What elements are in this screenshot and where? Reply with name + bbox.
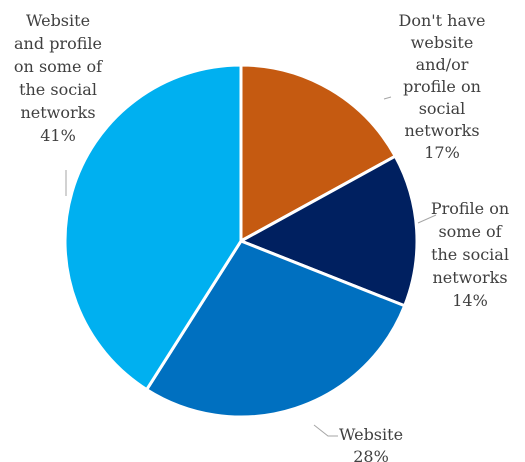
slice-label-line: networks: [432, 268, 507, 287]
slice-label-2: Profile on some of the social networks 14%: [431, 199, 509, 310]
slice-label-line: Profile on: [431, 199, 509, 218]
pie-slice-2: [239, 154, 419, 308]
slice-label-line: and profile: [14, 34, 102, 53]
slice-label-line: 17%: [424, 143, 460, 162]
leader-line-3: [313, 424, 338, 437]
leader-line-2: [417, 214, 437, 224]
slice-label-line: profile on: [403, 77, 481, 96]
slice-label-1: Don't have website and/or profile on social n…: [398, 11, 485, 162]
slice-label-line: some of: [438, 222, 502, 241]
slice-label-line: networks: [404, 121, 479, 140]
slice-label-line: the social: [19, 80, 97, 99]
slice-label-line: networks: [20, 103, 95, 122]
slice-label-line: 14%: [452, 291, 488, 310]
slice-label-line: and/or: [416, 55, 469, 74]
pie-slice-3: [145, 239, 407, 419]
slice-label-line: the social: [431, 245, 509, 264]
pie-slice-4: [63, 63, 243, 392]
slice-label-line: Website: [26, 11, 90, 30]
slice-label-line: social: [419, 99, 466, 118]
pie-slice-1: [239, 63, 397, 243]
slice-label-line: Don't have: [398, 11, 485, 30]
pie-slices: [63, 63, 419, 419]
leader-lines: [65, 96, 437, 437]
slice-label-line: 41%: [40, 126, 76, 145]
leader-line-1: [383, 96, 392, 100]
slice-label-line: Website: [339, 425, 403, 444]
slice-label-4: Website and profile on some of the social ne…: [14, 11, 103, 145]
slice-label-line: on some of: [14, 57, 103, 76]
slice-label-3: Website 28%: [339, 425, 403, 462]
slice-labels: Don't have website and/or profile on social n…: [14, 11, 509, 462]
slice-label-line: 28%: [353, 447, 389, 462]
slice-label-line: website: [411, 33, 474, 52]
